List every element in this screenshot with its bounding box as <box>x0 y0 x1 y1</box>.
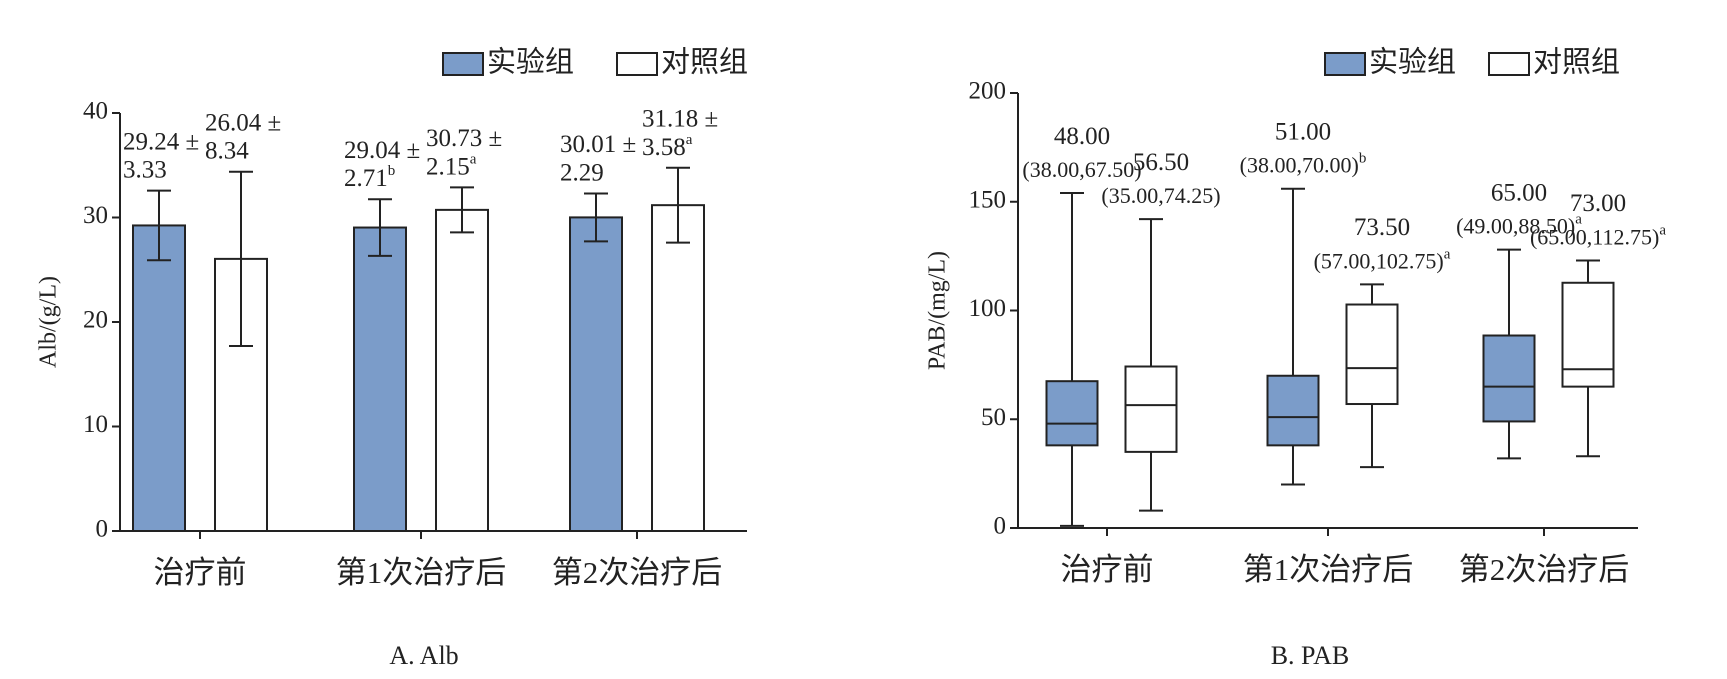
iqr-text: (35.00,74.25) <box>1101 183 1220 208</box>
error-value: 3.33 <box>123 156 167 183</box>
bar <box>569 216 623 532</box>
superscript: b <box>1359 151 1367 167</box>
y-tick-label: 10 <box>83 411 108 438</box>
iqr-text: (49.00,88.50) <box>1456 214 1575 239</box>
x-tick-label: 第2次治疗后 <box>1459 552 1630 587</box>
bar <box>435 208 489 533</box>
bar <box>353 226 407 532</box>
y-tick-label: 200 <box>969 78 1007 105</box>
box <box>1482 334 1536 423</box>
legend-label: 实验组 <box>487 46 574 79</box>
y-tick-label: 150 <box>969 186 1007 213</box>
error-label: 2.15a <box>426 152 477 180</box>
superscript: a <box>1575 212 1582 228</box>
box <box>1045 380 1099 447</box>
box <box>1124 365 1178 453</box>
iqr-text: (57.00,102.75) <box>1314 248 1444 273</box>
median-label: 56.50 <box>1133 149 1189 176</box>
box <box>1561 281 1615 388</box>
error-value: 2.71 <box>344 165 388 192</box>
superscript: a <box>1444 247 1451 263</box>
iqr-label: (38.00,70.00)b <box>1240 151 1367 178</box>
iqr-label: (49.00,88.50)a <box>1456 212 1582 239</box>
legend-swatch <box>1488 52 1530 76</box>
value-label: 30.01 ± <box>560 131 636 158</box>
error-value: 8.34 <box>205 137 249 164</box>
superscript: a <box>470 152 477 168</box>
bar <box>651 204 705 532</box>
superscript: a <box>1659 223 1666 239</box>
box <box>1345 303 1399 406</box>
legend-swatch <box>1324 52 1366 76</box>
box <box>1266 374 1320 447</box>
error-value: 3.58 <box>642 133 686 160</box>
error-label: 3.58a <box>642 132 693 160</box>
error-label: 3.33 <box>123 156 167 183</box>
value-label: 29.04 ± <box>344 137 420 164</box>
median-label: 65.00 <box>1491 179 1547 206</box>
median-label: 48.00 <box>1054 123 1110 150</box>
value-label: 30.73 ± <box>426 125 502 152</box>
legend-label: 对照组 <box>1533 46 1620 79</box>
y-tick-label: 20 <box>83 307 108 334</box>
y-tick-label: 0 <box>994 513 1007 540</box>
x-tick-label: 治疗前 <box>154 555 247 590</box>
error-label: 8.34 <box>205 137 249 164</box>
legend-swatch <box>616 52 658 76</box>
y-axis-label: PAB/(mg/L) <box>925 251 951 370</box>
x-tick-label: 第2次治疗后 <box>552 555 723 590</box>
superscript: a <box>686 132 693 148</box>
x-tick-label: 第1次治疗后 <box>1243 552 1414 587</box>
y-tick-label: 100 <box>969 295 1007 322</box>
y-tick-label: 30 <box>83 202 108 229</box>
median-label: 73.50 <box>1354 214 1410 241</box>
legend-swatch <box>442 52 484 76</box>
iqr-label: (38.00,67.50) <box>1022 157 1141 182</box>
iqr-text: (38.00,70.00) <box>1240 153 1359 178</box>
x-tick-label: 治疗前 <box>1061 552 1154 587</box>
iqr-label: (35.00,74.25) <box>1101 183 1220 208</box>
legend-label: 对照组 <box>661 46 748 79</box>
error-value: 2.29 <box>560 159 604 186</box>
legend-label: 实验组 <box>1369 46 1456 79</box>
caption: B. PAB <box>1271 641 1350 670</box>
iqr-label: (65.00,112.75)a <box>1530 223 1666 250</box>
iqr-text: (38.00,67.50) <box>1022 157 1141 182</box>
error-label: 2.71b <box>344 164 395 192</box>
y-tick-label: 40 <box>83 98 108 125</box>
error-value: 2.15 <box>426 153 470 180</box>
value-label: 29.24 ± <box>123 128 199 155</box>
value-label: 31.18 ± <box>642 105 718 132</box>
error-label: 2.29 <box>560 159 604 186</box>
caption: A. Alb <box>389 641 458 670</box>
y-tick-label: 50 <box>981 404 1006 431</box>
median-label: 51.00 <box>1275 118 1331 145</box>
y-tick-label: 0 <box>96 516 109 543</box>
bar <box>132 224 186 533</box>
superscript: b <box>388 164 396 180</box>
iqr-label: (57.00,102.75)a <box>1314 247 1451 274</box>
iqr-text: (65.00,112.75) <box>1530 225 1659 250</box>
value-label: 26.04 ± <box>205 109 281 136</box>
x-tick-label: 第1次治疗后 <box>336 555 507 590</box>
y-axis-label: Alb/(g/L) <box>36 276 62 368</box>
median-label: 73.00 <box>1570 190 1626 217</box>
